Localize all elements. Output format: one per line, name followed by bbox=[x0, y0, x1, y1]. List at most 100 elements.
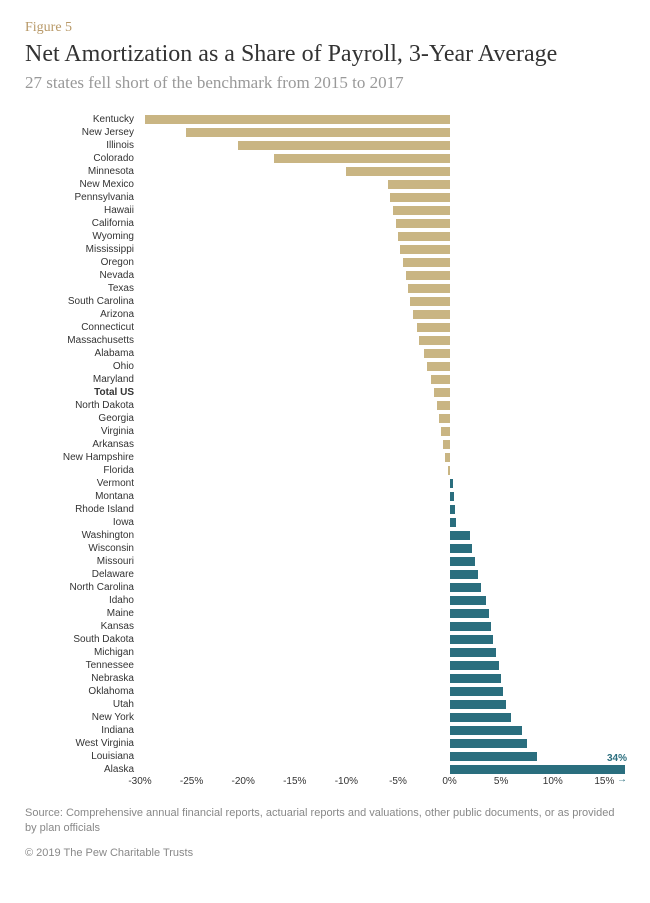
bar-area bbox=[140, 711, 625, 724]
bar-area bbox=[140, 659, 625, 672]
bar bbox=[437, 401, 449, 410]
row-label: Nebraska bbox=[25, 673, 140, 684]
chart-row: Georgia bbox=[25, 412, 625, 425]
row-label: Mississippi bbox=[25, 244, 140, 255]
bar bbox=[450, 609, 489, 618]
chart-row: Delaware bbox=[25, 568, 625, 581]
bar bbox=[408, 284, 449, 293]
bar bbox=[403, 258, 449, 267]
row-label: Louisiana bbox=[25, 751, 140, 762]
bar-area bbox=[140, 698, 625, 711]
chart-row: Nebraska bbox=[25, 672, 625, 685]
chart-row: Colorado bbox=[25, 152, 625, 165]
row-label: Wyoming bbox=[25, 231, 140, 242]
row-label: South Carolina bbox=[25, 296, 140, 307]
bar bbox=[390, 193, 450, 202]
bar bbox=[450, 700, 507, 709]
chart-row: North Dakota bbox=[25, 399, 625, 412]
row-label: Hawaii bbox=[25, 205, 140, 216]
bar bbox=[346, 167, 449, 176]
bar-area bbox=[140, 217, 625, 230]
row-label: Florida bbox=[25, 465, 140, 476]
row-label: Idaho bbox=[25, 595, 140, 606]
chart-row: South Carolina bbox=[25, 295, 625, 308]
bar bbox=[145, 115, 449, 124]
chart-row: Kentucky bbox=[25, 113, 625, 126]
bar bbox=[450, 570, 479, 579]
chart-title: Net Amortization as a Share of Payroll, … bbox=[25, 40, 625, 69]
chart-row: Nevada bbox=[25, 269, 625, 282]
row-label: Connecticut bbox=[25, 322, 140, 333]
bar-area bbox=[140, 438, 625, 451]
row-label: Indiana bbox=[25, 725, 140, 736]
bar bbox=[450, 635, 493, 644]
bar-area bbox=[140, 191, 625, 204]
chart-row: Ohio bbox=[25, 360, 625, 373]
chart-row: Louisiana bbox=[25, 750, 625, 763]
bar bbox=[450, 713, 512, 722]
row-label: Total US bbox=[25, 387, 140, 398]
bar-area bbox=[140, 425, 625, 438]
row-label: Kansas bbox=[25, 621, 140, 632]
bar bbox=[186, 128, 449, 137]
chart-row: Alaska34%→ bbox=[25, 763, 625, 776]
chart-row: Missouri bbox=[25, 555, 625, 568]
row-label: Montana bbox=[25, 491, 140, 502]
row-label: West Virginia bbox=[25, 738, 140, 749]
bar-area bbox=[140, 386, 625, 399]
bar bbox=[450, 752, 538, 761]
bar-area bbox=[140, 685, 625, 698]
row-label: Alaska bbox=[25, 764, 140, 775]
chart-row: West Virginia bbox=[25, 737, 625, 750]
x-axis: -30%-25%-20%-15%-10%-5%0%5%10%15% bbox=[140, 776, 625, 792]
chart-row: Total US bbox=[25, 386, 625, 399]
row-label: Arizona bbox=[25, 309, 140, 320]
bar bbox=[419, 336, 450, 345]
bar-area bbox=[140, 126, 625, 139]
bar bbox=[410, 297, 449, 306]
bar bbox=[439, 414, 449, 423]
row-label: New Jersey bbox=[25, 127, 140, 138]
row-label: North Dakota bbox=[25, 400, 140, 411]
row-label: Missouri bbox=[25, 556, 140, 567]
bar bbox=[450, 661, 500, 670]
row-label: Arkansas bbox=[25, 439, 140, 450]
chart-row: Hawaii bbox=[25, 204, 625, 217]
bar bbox=[450, 479, 453, 488]
bar bbox=[450, 583, 481, 592]
chart-row: Kansas bbox=[25, 620, 625, 633]
row-label: Maine bbox=[25, 608, 140, 619]
chart-row: Iowa bbox=[25, 516, 625, 529]
axis-tick: 10% bbox=[543, 776, 563, 787]
bar-area bbox=[140, 139, 625, 152]
bar-area bbox=[140, 451, 625, 464]
chart-row: Arizona bbox=[25, 308, 625, 321]
bar-area bbox=[140, 581, 625, 594]
axis-tick: -5% bbox=[389, 776, 407, 787]
chart-row: Utah bbox=[25, 698, 625, 711]
bar bbox=[427, 362, 450, 371]
row-label: Nevada bbox=[25, 270, 140, 281]
bar bbox=[443, 440, 449, 449]
bar bbox=[450, 596, 486, 605]
row-label: California bbox=[25, 218, 140, 229]
chart-row: South Dakota bbox=[25, 633, 625, 646]
chart-row: Maine bbox=[25, 607, 625, 620]
bar bbox=[393, 206, 450, 215]
chart-row: Washington bbox=[25, 529, 625, 542]
bar-area bbox=[140, 568, 625, 581]
bar-area bbox=[140, 347, 625, 360]
chart-row: Connecticut bbox=[25, 321, 625, 334]
bar bbox=[400, 245, 450, 254]
bar-area bbox=[140, 256, 625, 269]
row-label: Utah bbox=[25, 699, 140, 710]
bar-area bbox=[140, 633, 625, 646]
bar-area bbox=[140, 516, 625, 529]
bar-area bbox=[140, 204, 625, 217]
chart-row: New Hampshire bbox=[25, 451, 625, 464]
chart-row: Arkansas bbox=[25, 438, 625, 451]
row-label: Minnesota bbox=[25, 166, 140, 177]
bar bbox=[450, 557, 476, 566]
bar bbox=[434, 388, 449, 397]
bar bbox=[450, 726, 522, 735]
